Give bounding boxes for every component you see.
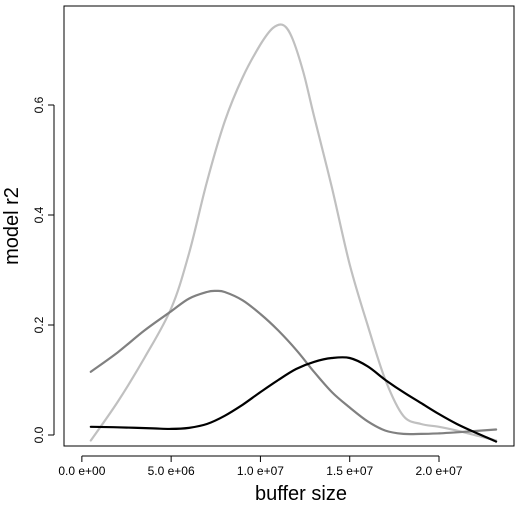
y-tick-label: 0.6 (32, 96, 46, 113)
x-tick-label: 1.0 e+07 (237, 464, 284, 478)
series-line-3 (89, 356, 498, 443)
series-line-1 (89, 23, 498, 442)
series-layer (89, 23, 498, 443)
y-axis-title: model r2 (1, 187, 23, 265)
y-tick-label: 0.0 (32, 426, 46, 443)
x-tick-label: 0.0 e+00 (58, 464, 105, 478)
y-axis: 0.0 0.2 0.4 0.6 (32, 96, 55, 443)
x-axis-title: buffer size (255, 483, 347, 505)
x-axis: 0.0 e+00 5.0 e+06 1.0 e+07 1.5 e+07 2.0 e+07 (58, 455, 463, 478)
series-line-2 (89, 289, 498, 436)
y-tick-label: 0.4 (32, 206, 46, 223)
x-tick-label: 2.0 e+07 (415, 464, 462, 478)
x-tick-label: 1.5 e+07 (326, 464, 373, 478)
x-tick-label: 5.0 e+06 (148, 464, 195, 478)
y-tick-label: 0.2 (32, 316, 46, 333)
plot-frame (63, 5, 515, 447)
